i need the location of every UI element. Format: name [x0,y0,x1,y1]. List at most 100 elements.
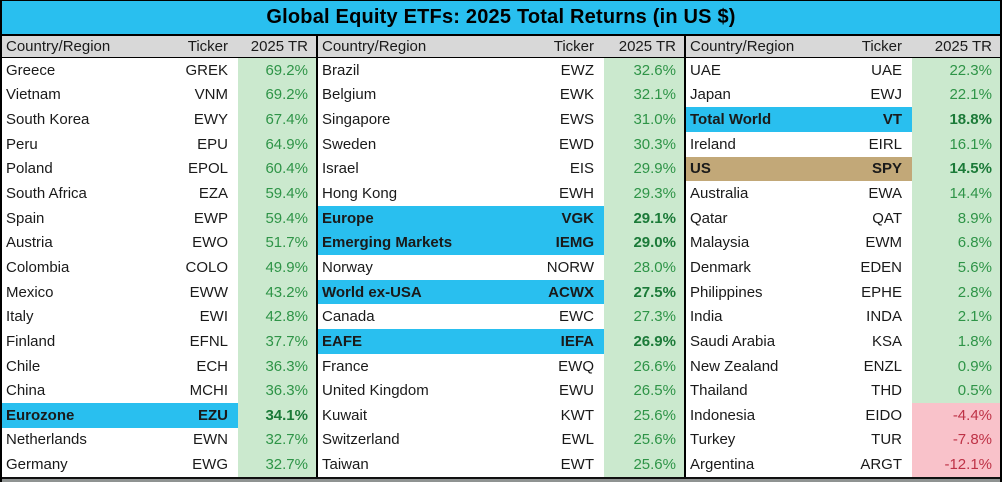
return-cell: 37.7% [238,329,316,354]
country-cell: Brazil [322,61,360,79]
row-left-section: Ireland EIRL [686,132,912,157]
return-cell: 29.1% [604,205,684,231]
row-left-section: Finland EFNL [2,329,238,354]
row-left-section: Malaysia EWM [686,230,912,255]
country-cell: India [690,308,723,326]
row-left-section: Canada EWC [318,304,604,329]
row-left-section: Europe VGK [318,205,604,231]
table-row: Australia EWA 14.4% [686,181,1000,206]
table-row: China MCHI 36.3% [2,378,316,403]
return-cell: 0.5% [912,378,1000,403]
table-row: Indonesia EIDO -4.4% [686,402,1000,428]
country-cell: Philippines [690,283,763,301]
table-row: Eurozone EZU 34.1% [2,402,316,428]
table-column-group: Country/Region Ticker 2025 TR Brazil EWZ 32.6… [318,36,686,477]
row-left-section: India INDA [686,304,912,329]
return-cell: 34.1% [238,402,316,428]
ticker-cell: EWQ [558,357,594,375]
table-row: Singapore EWS 31.0% [318,107,684,132]
table-row: South Africa EZA 59.4% [2,181,316,206]
return-cell: 31.0% [604,107,684,132]
row-left-section: Mexico EWW [2,280,238,305]
table-row: Japan EWJ 22.1% [686,82,1000,108]
ticker-cell: EWP [193,209,228,227]
table-row: Canada EWC 27.3% [318,304,684,330]
country-cell: Total World [690,111,772,129]
country-cell: UAE [690,61,721,79]
table-header-row: Country/Region Ticker 2025 TR [686,36,1000,58]
return-cell: 67.4% [238,107,316,132]
return-cell: 27.3% [604,304,684,330]
row-left-section: New Zealand ENZL [686,354,912,379]
ticker-cell: GREK [185,61,228,79]
return-cell: -12.1% [912,452,1000,477]
row-left-section: South Korea EWY [2,107,238,132]
row-left-section: Greece GREK [2,58,238,83]
country-cell: Japan [690,86,731,104]
country-cell: Argentina [690,456,755,474]
table-row: Chile ECH 36.3% [2,353,316,379]
row-left-section: Israel EIS [318,157,604,182]
table-row: Switzerland EWL 25.6% [318,427,684,453]
return-cell: 25.6% [604,402,684,428]
ticker-cell: EPOL [187,160,228,178]
return-cell: 22.1% [912,82,1000,108]
row-left-section: Turkey TUR [686,428,912,453]
table-row: Spain EWP 59.4% [2,205,316,231]
return-cell: 18.8% [912,107,1000,132]
row-left-section: China MCHI [2,378,238,403]
row-left-section: France EWQ [318,354,604,379]
column-header-ticker: Ticker [553,38,594,55]
table-row: Italy EWI 42.8% [2,304,316,330]
country-cell: Sweden [322,135,377,153]
row-left-section: Italy EWI [2,304,238,329]
table-row: Brazil EWZ 32.6% [318,58,684,83]
row-left-section: Argentina ARGT [686,452,912,477]
row-left-section: Kuwait KWT [318,403,604,428]
ticker-cell: EPHE [861,283,902,301]
return-cell: 5.6% [912,255,1000,280]
ticker-cell: EFNL [189,332,228,350]
table-row: France EWQ 26.6% [318,353,684,379]
table-row: Finland EFNL 37.7% [2,329,316,354]
row-left-section: South Africa EZA [2,181,238,206]
return-cell: -7.8% [912,427,1000,453]
return-cell: 36.3% [238,353,316,379]
return-cell: 32.1% [604,82,684,108]
return-cell: 32.6% [604,58,684,83]
country-cell: Switzerland [322,431,400,449]
ticker-cell: EIS [569,160,594,178]
ticker-cell: EIRL [868,135,902,153]
return-cell: 36.3% [238,378,316,403]
ticker-cell: INDA [866,308,902,326]
row-left-section: Philippines EPHE [686,280,912,305]
return-cell: 43.2% [238,279,316,305]
column-header-country: Country/Region [690,38,795,55]
row-left-section: Denmark EDEN [686,255,912,280]
row-left-section: Austria EWO [2,230,238,255]
row-left-section: Chile ECH [2,354,238,379]
table-row: Kuwait KWT 25.6% [318,402,684,428]
ticker-cell: EWN [193,431,228,449]
ticker-cell: QAT [872,209,902,227]
row-left-section: Belgium EWK [318,83,604,108]
rows-container: Brazil EWZ 32.6% Belgium EWK 32.1% Singapore EW… [318,58,684,477]
table-row: New Zealand ENZL 0.9% [686,353,1000,379]
country-cell: Qatar [690,209,728,227]
column-header-country: Country/Region [322,38,427,55]
country-cell: Norway [322,258,373,276]
table-row: UAE UAE 22.3% [686,58,1000,83]
ticker-cell: ENZL [863,357,902,375]
row-left-section: Sweden EWD [318,132,604,157]
row-left-section: Switzerland EWL [318,428,604,453]
country-cell: Emerging Markets [322,234,453,252]
column-header-ticker: Ticker [861,38,902,55]
return-cell: 59.4% [238,205,316,231]
ticker-cell: TUR [871,431,902,449]
row-left-section: Thailand THD [686,378,912,403]
country-cell: Belgium [322,86,377,104]
ticker-cell: EWY [193,111,228,129]
country-cell: Thailand [690,382,748,400]
return-cell: 26.9% [604,329,684,354]
